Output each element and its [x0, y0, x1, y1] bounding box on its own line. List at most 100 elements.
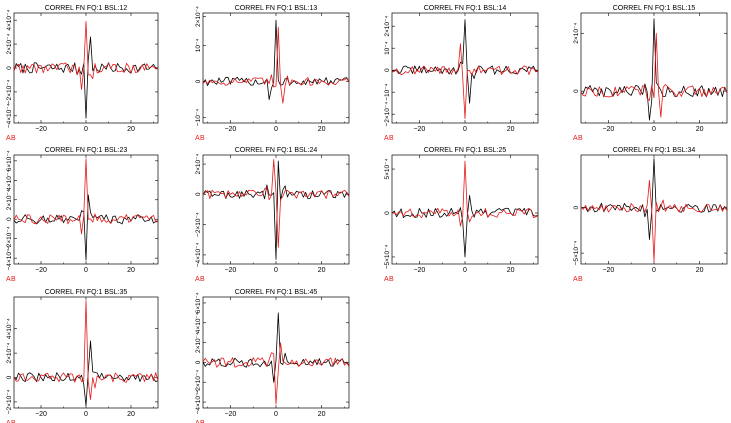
series-line-0	[202, 19, 350, 100]
x-tick-label: −20	[413, 267, 425, 274]
chart-title: CORREL FN FQ:1 BSL:34	[613, 147, 696, 154]
series-line-0	[391, 19, 539, 104]
y-tick-label: 0	[195, 192, 202, 196]
legend-entry: B	[200, 276, 205, 283]
y-tick-label: 0	[195, 360, 202, 364]
y-tick-label: 0	[384, 211, 391, 215]
series-line-1	[202, 27, 350, 104]
y-tick-label: 4×10⁻⁴	[195, 312, 202, 333]
y-tick-label: −5×10⁻⁴	[384, 244, 391, 269]
legend-entry: B	[578, 135, 583, 142]
legend-entry: B	[578, 276, 583, 283]
x-tick-label: −20	[602, 126, 614, 133]
x-tick-label: −20	[413, 126, 425, 133]
x-tick-label: 0	[652, 126, 656, 133]
y-tick-label: 0	[195, 79, 202, 83]
y-tick-label: −4×10⁻⁴	[195, 242, 202, 267]
x-tick-label: 0	[84, 126, 88, 133]
y-tick-label: 4×10⁻⁴	[6, 10, 13, 31]
chart-panel-1: CORREL FN FQ:1 BSL:13 −20 0 20 −10⁻⁴ 0 10⁻⁴ 2×1…	[195, 5, 350, 142]
series-line-1	[391, 43, 539, 119]
legend-entry: B	[11, 420, 16, 423]
y-tick-label: −2×10⁻⁴	[6, 226, 13, 251]
y-tick-label: 2×10⁻⁴	[6, 33, 13, 54]
series-line-0	[13, 194, 159, 261]
y-tick-label: 0	[6, 375, 13, 379]
series-line-1	[391, 160, 539, 227]
y-tick-label: −4×10⁻⁴	[6, 246, 13, 271]
y-tick-label: 0	[6, 66, 13, 70]
x-tick-label: 0	[463, 126, 467, 133]
series-line-0	[391, 195, 539, 258]
chart-title: CORREL FN FQ:1 BSL:12	[45, 5, 128, 12]
legend-entry: B	[200, 135, 205, 142]
series-line-1	[580, 180, 728, 262]
x-tick-label: 0	[463, 267, 467, 274]
series-line-0	[202, 312, 350, 383]
chart-panel-9: CORREL FN FQ:1 BSL:45 −20 0 20 −4×10⁻⁴−2×10⁻…	[195, 289, 350, 423]
plot-frame	[391, 154, 539, 265]
chart-title: CORREL FN FQ:1 BSL:15	[613, 5, 696, 12]
chart-title: CORREL FN FQ:1 BSL:45	[235, 289, 318, 296]
y-tick-label: −10⁻⁴	[195, 109, 202, 126]
y-tick-label: 0	[6, 217, 13, 221]
y-tick-label: 0	[573, 89, 580, 93]
y-tick-label: 5×10⁻⁴	[384, 158, 391, 179]
x-tick-label: 20	[696, 267, 704, 274]
y-tick-label: 2×10⁻⁴	[195, 153, 202, 174]
x-tick-label: 20	[127, 267, 135, 274]
y-tick-label: 4×10⁻⁴	[6, 318, 13, 339]
x-tick-label: −20	[35, 267, 47, 274]
y-tick-label: −2×10⁻⁴	[6, 79, 13, 104]
y-tick-label: −2×10⁻⁴	[384, 102, 391, 127]
legend-entry: A	[6, 420, 11, 423]
chart-panel-0: CORREL FN FQ:1 BSL:12 −20 0 20 −4×10⁻⁴−2×10⁻…	[6, 5, 159, 142]
legend-entry: B	[389, 135, 394, 142]
legend-entry: B	[11, 276, 16, 283]
series-line-0	[13, 36, 159, 119]
series-line-0	[13, 340, 159, 406]
x-tick-label: 0	[274, 267, 278, 274]
series-line-1	[202, 159, 350, 248]
x-tick-label: −20	[35, 411, 47, 418]
x-tick-label: 0	[652, 267, 656, 274]
y-tick-label: 2×10⁻⁴	[195, 6, 202, 27]
y-tick-label: 4×10⁻⁴	[6, 170, 13, 191]
y-tick-label: −5×10⁻⁴	[573, 241, 580, 266]
legend-entry: A	[6, 276, 11, 283]
x-tick-label: −20	[35, 126, 47, 133]
x-tick-label: 0	[274, 126, 278, 133]
series-line-1	[580, 32, 728, 118]
legend-entry: A	[573, 276, 578, 283]
y-tick-label: 2×10⁻⁴	[6, 189, 13, 210]
legend-entry: B	[11, 135, 16, 142]
chart-panel-7: CORREL FN FQ:1 BSL:34 −20 0 20 −5×10⁻⁴ 0 A B	[573, 147, 728, 283]
chart-panel-2: CORREL FN FQ:1 BSL:14 −20 0 20 −2×10⁻⁴ −10⁻⁴ 0…	[384, 5, 539, 142]
x-tick-label: 0	[84, 267, 88, 274]
chart-title: CORREL FN FQ:1 BSL:25	[424, 147, 507, 154]
y-tick-label: 2×10⁻⁴	[573, 23, 580, 44]
y-tick-label: 6×10⁻⁴	[195, 292, 202, 313]
y-tick-label: 2×10⁻⁴	[384, 16, 391, 37]
legend-entry: B	[200, 420, 205, 423]
legend-entry: A	[573, 135, 578, 142]
x-tick-label: 20	[507, 267, 515, 274]
x-tick-label: −20	[224, 411, 236, 418]
x-tick-label: 20	[127, 411, 135, 418]
plot-frame	[13, 154, 159, 265]
series-line-0	[202, 160, 350, 260]
y-tick-label: −4×10⁻⁴	[6, 103, 13, 128]
chart-title: CORREL FN FQ:1 BSL:35	[45, 289, 128, 296]
x-tick-label: 20	[318, 126, 326, 133]
x-tick-label: −20	[224, 126, 236, 133]
chart-panel-5: CORREL FN FQ:1 BSL:24 −20 0 20 −4×10⁻⁴ −2×10⁻…	[195, 147, 350, 283]
legend-entry: A	[6, 135, 11, 142]
x-tick-label: 20	[318, 267, 326, 274]
y-tick-label: −2×10⁻⁴	[6, 389, 13, 414]
x-tick-label: −20	[602, 267, 614, 274]
y-tick-label: 6×10⁻⁴	[6, 150, 13, 171]
legend-entry: A	[195, 420, 200, 423]
series-line-0	[580, 18, 728, 121]
y-tick-label: 2×10⁻⁴	[6, 342, 13, 363]
